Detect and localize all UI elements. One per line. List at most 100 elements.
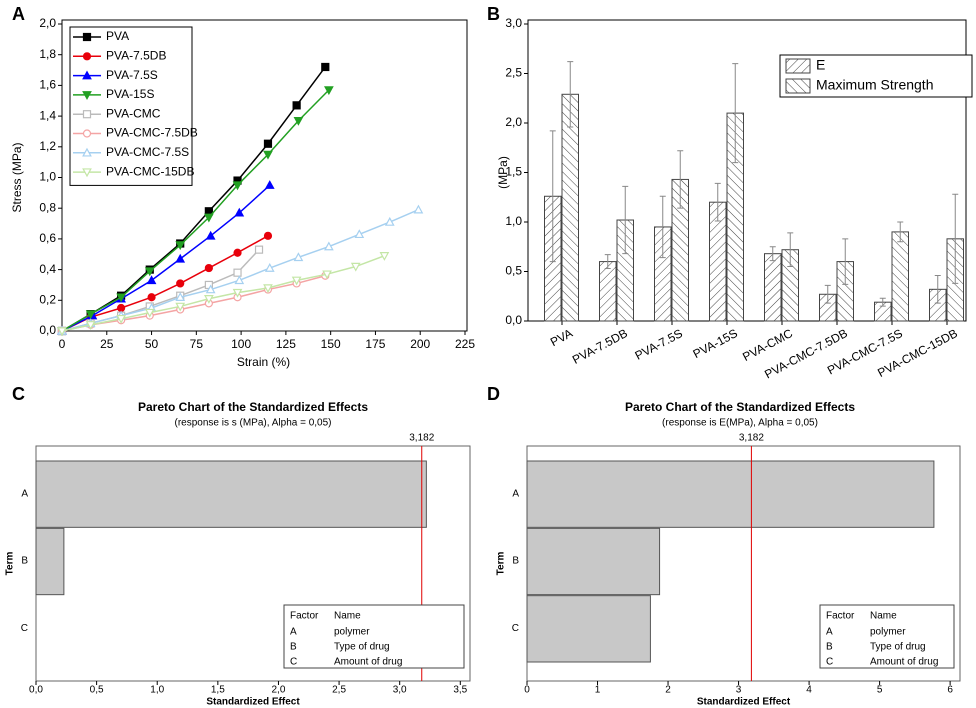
bar (35, 527, 65, 596)
x-tick-label: 175 (365, 337, 385, 351)
marker (293, 252, 304, 262)
error-bar (549, 130, 556, 263)
x-tick-label: 1,0 (150, 685, 164, 696)
marker (234, 207, 245, 217)
error-bar (567, 61, 574, 128)
series-line (61, 89, 330, 332)
x-tick-label: 150 (321, 337, 341, 351)
marker (82, 70, 92, 80)
marker (204, 213, 214, 223)
error-bar (604, 254, 611, 270)
marker (175, 241, 186, 251)
marker (175, 292, 186, 301)
legend-label: PVA-7.5S (106, 68, 158, 82)
marker (254, 245, 264, 254)
x-axis-label: Standardized Effect (206, 697, 300, 708)
x-tick-label: 3 (736, 685, 742, 696)
series-line (61, 235, 269, 332)
marker (232, 288, 243, 298)
error-bar (842, 238, 849, 285)
marker (82, 147, 92, 157)
marker (291, 276, 302, 286)
legend-label: PVA-15S (106, 87, 154, 101)
y-tick-label: 0,6 (39, 231, 56, 245)
y-tick-label: 0,2 (39, 292, 56, 306)
x-tick-label: PVA-7.5S (633, 326, 685, 363)
x-tick-label: 1,5 (211, 685, 225, 696)
x-tick-label: 50 (145, 337, 159, 351)
y-tick-label: 0,5 (505, 264, 522, 278)
marker (82, 91, 92, 100)
table-cell: C (290, 657, 297, 668)
y-tick-label: 2,5 (505, 66, 522, 80)
marker (413, 204, 424, 214)
marker (324, 86, 334, 96)
marker (57, 327, 67, 337)
y-tick-label: 2,0 (505, 115, 522, 129)
panel-label: B (487, 4, 500, 24)
marker (350, 262, 361, 272)
x-tick-label: 0 (59, 337, 66, 351)
table-cell: Type of drug (870, 642, 926, 653)
error-bar (659, 195, 666, 259)
marker (233, 268, 242, 277)
marker (82, 52, 92, 61)
bar (35, 460, 427, 528)
y-tick-label: C (512, 623, 519, 634)
x-tick-label: 100 (231, 337, 251, 351)
legend-label: PVA-CMC (106, 106, 161, 120)
chart-title: Pareto Chart of the Standardized Effects (625, 400, 855, 414)
marker (146, 275, 157, 285)
marker (85, 310, 96, 320)
marker (204, 295, 214, 304)
legend-label: PVA-CMC-15DB (106, 164, 194, 178)
x-tick-label: PVA-15S (691, 326, 740, 361)
y-tick-label: B (21, 556, 28, 567)
marker (293, 116, 304, 126)
y-tick-label: 0,0 (505, 313, 522, 327)
marker (144, 308, 155, 318)
error-bar (952, 193, 959, 284)
x-tick-label: 25 (100, 337, 114, 351)
table-cell: polymer (334, 627, 370, 638)
x-axis-label: Standardized Effect (697, 697, 791, 708)
marker (263, 284, 273, 294)
marker (263, 231, 273, 240)
table-cell: B (826, 642, 833, 653)
y-axis-label: Term (5, 552, 16, 576)
marker (116, 314, 126, 324)
bar (764, 253, 782, 322)
y-tick-label: 1,2 (39, 139, 56, 153)
series-line (61, 255, 385, 332)
bar (891, 231, 909, 322)
marker (321, 62, 330, 72)
y-tick-label: A (21, 488, 28, 499)
marker (205, 230, 216, 240)
bar (561, 93, 579, 322)
marker (175, 253, 186, 263)
marker (144, 267, 155, 277)
y-axis-label: Term (496, 552, 507, 576)
factor-table (283, 604, 465, 669)
marker (264, 180, 275, 189)
error-bar (824, 284, 831, 304)
y-tick-label: 1,4 (39, 108, 56, 122)
y-tick-label: 1,0 (39, 170, 56, 184)
chart-subtitle: (response is E(MPa), Alpha = 0,05) (662, 418, 818, 429)
y-axis-label: (MPa) (496, 156, 510, 189)
legend-label: PVA-7.5DB (106, 48, 166, 62)
x-tick-label: 2 (665, 685, 671, 696)
panel-label: C (12, 384, 25, 404)
legend-swatch (785, 78, 811, 94)
marker (85, 321, 96, 330)
plot-frame (527, 19, 967, 322)
x-tick-label: PVA (548, 326, 575, 349)
table-header: Name (870, 611, 897, 622)
marker (292, 101, 301, 110)
y-tick-label: 1,0 (505, 214, 522, 228)
series-line (61, 184, 271, 332)
marker (82, 129, 92, 138)
x-tick-label: 1 (595, 685, 601, 696)
error-bar (787, 232, 794, 268)
